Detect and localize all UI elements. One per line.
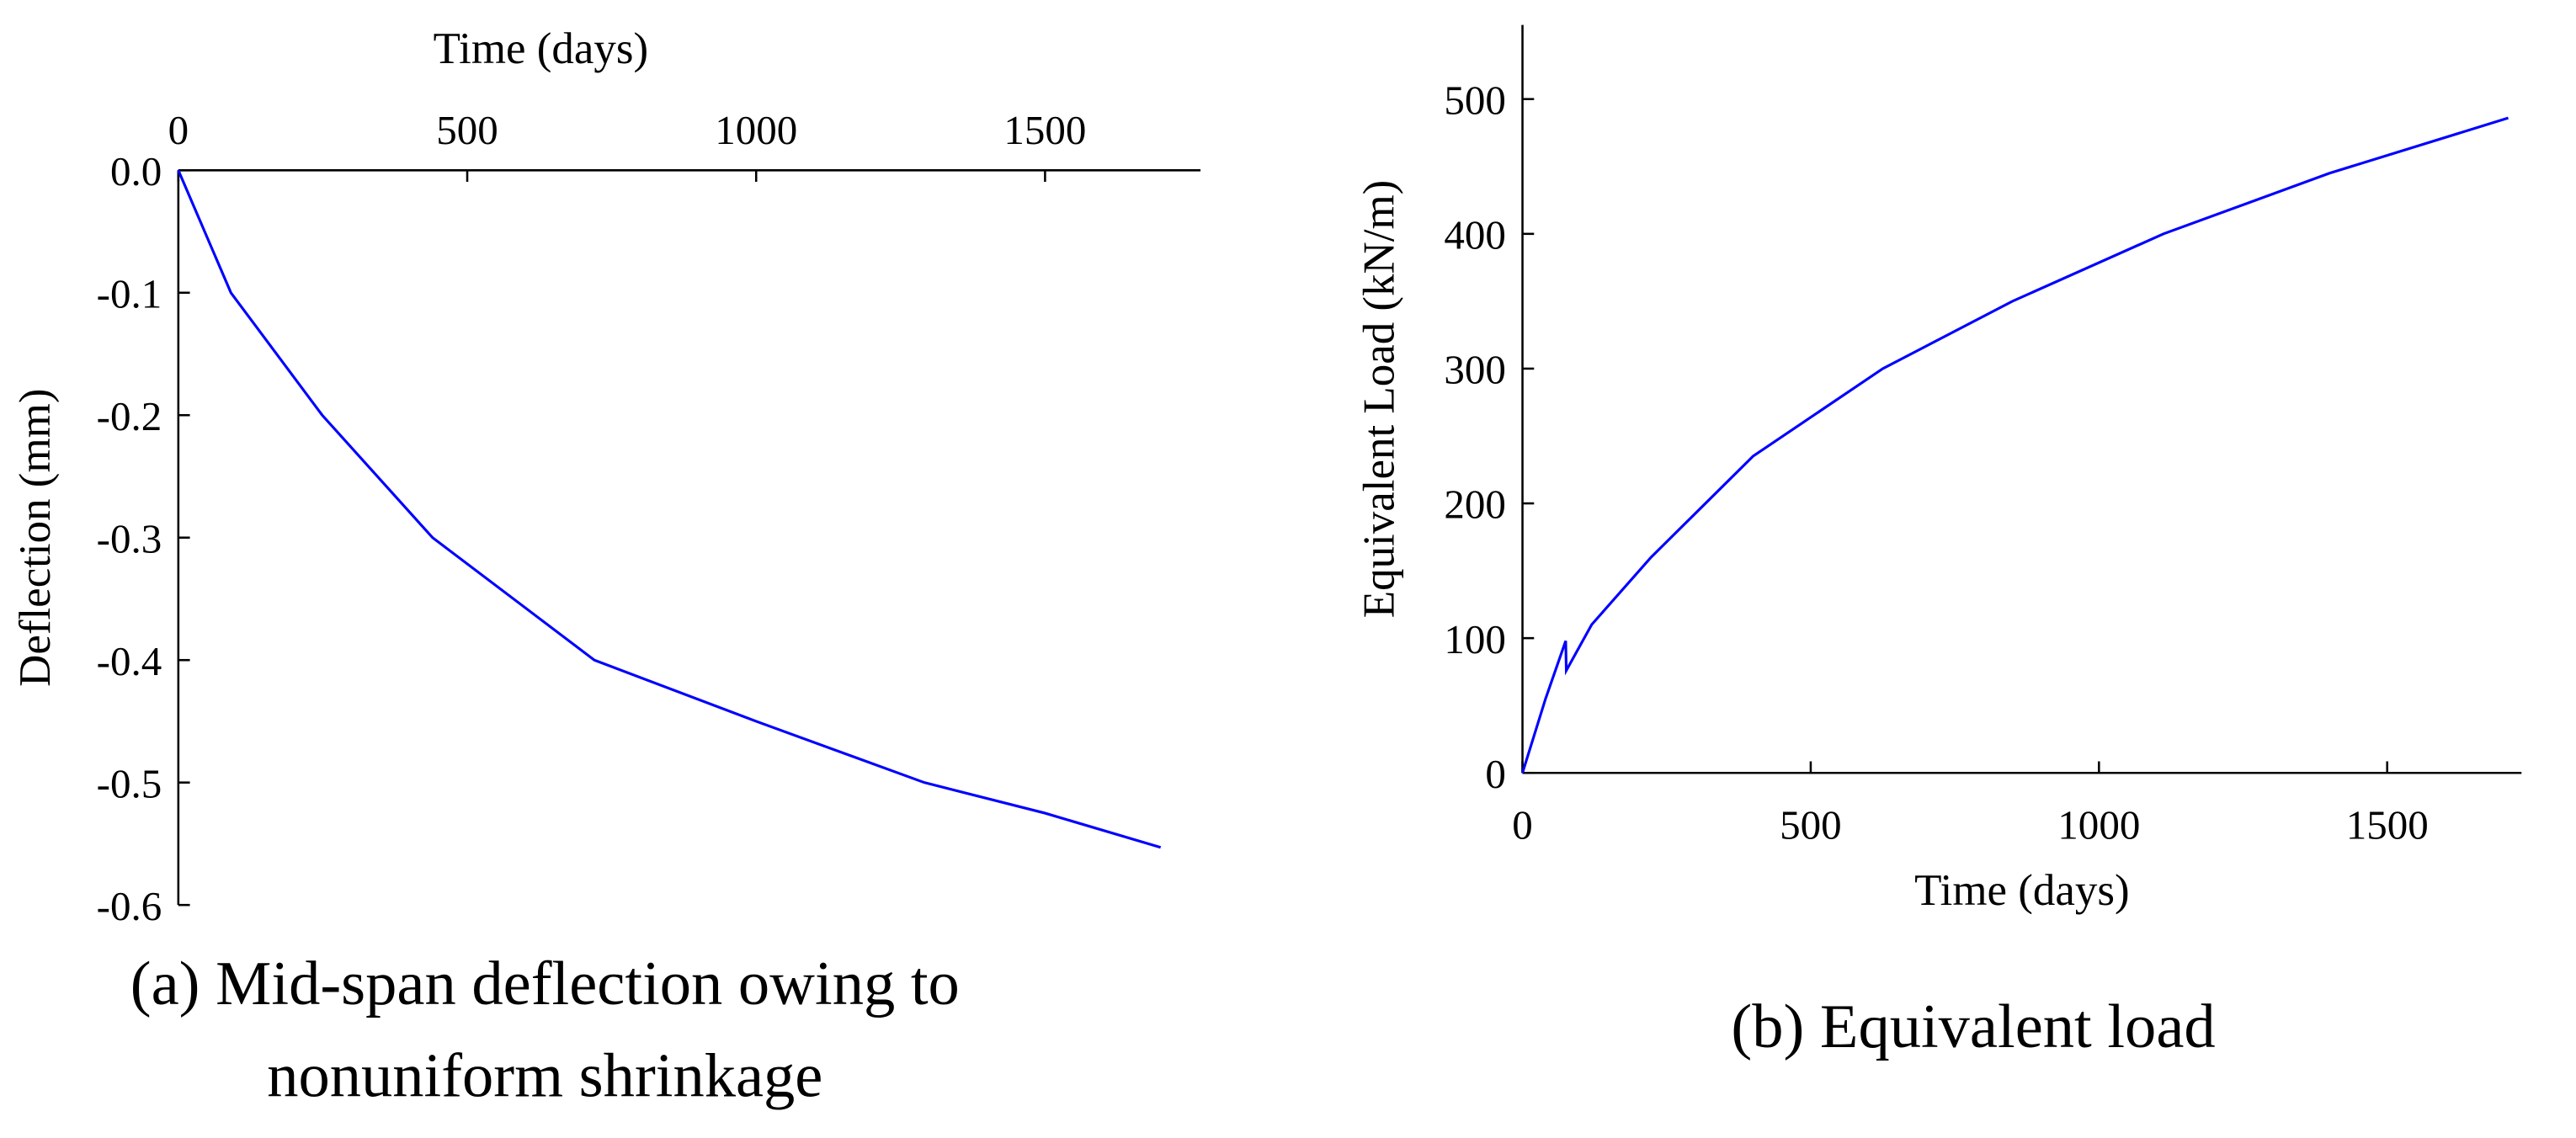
y-tick-label: -0.1 — [97, 270, 162, 316]
y-tick-label: 100 — [1444, 616, 1506, 662]
caption: (a) Mid-span deflection owing to nonunifo… — [130, 949, 960, 1111]
caption: (b) Equivalent load — [1731, 992, 2215, 1061]
y-tick-label: -0.6 — [97, 883, 162, 929]
x-tick-label: 1000 — [715, 107, 797, 153]
y-tick-label: -0.2 — [97, 393, 162, 439]
y-tick-label: 500 — [1444, 77, 1506, 123]
y-tick-label: -0.3 — [97, 515, 162, 561]
y-tick-label: 300 — [1444, 347, 1506, 393]
x-axis-label: Time (days) — [434, 24, 648, 73]
x-tick-label: 500 — [1780, 802, 1842, 848]
y-tick-label: 0.0 — [110, 148, 162, 194]
caption-line: (a) Mid-span deflection owing to — [130, 949, 960, 1018]
data-line — [177, 169, 1162, 849]
y-tick-label: 400 — [1444, 211, 1506, 258]
y-axis-label: Deflection (mm) — [11, 389, 60, 687]
x-tick-label: 1000 — [2057, 802, 2140, 848]
y-tick-label: -0.5 — [97, 760, 162, 806]
y-axis-label: Equivalent Load (kN/m) — [1355, 180, 1404, 619]
caption-line: nonuniform shrinkage — [267, 1042, 822, 1111]
y-tick-label: -0.4 — [97, 638, 162, 684]
x-axis-label: Time (days) — [1914, 866, 2129, 915]
x-tick-label: 1500 — [2346, 802, 2429, 848]
y-tick-label: 0 — [1485, 751, 1506, 797]
x-tick-label: 500 — [436, 107, 498, 153]
data-line — [1521, 116, 2509, 774]
x-tick-label: 0 — [168, 107, 189, 153]
x-tick-label: 1500 — [1003, 107, 1086, 153]
x-tick-label: 0 — [1512, 802, 1533, 848]
y-tick-label: 200 — [1444, 481, 1506, 528]
